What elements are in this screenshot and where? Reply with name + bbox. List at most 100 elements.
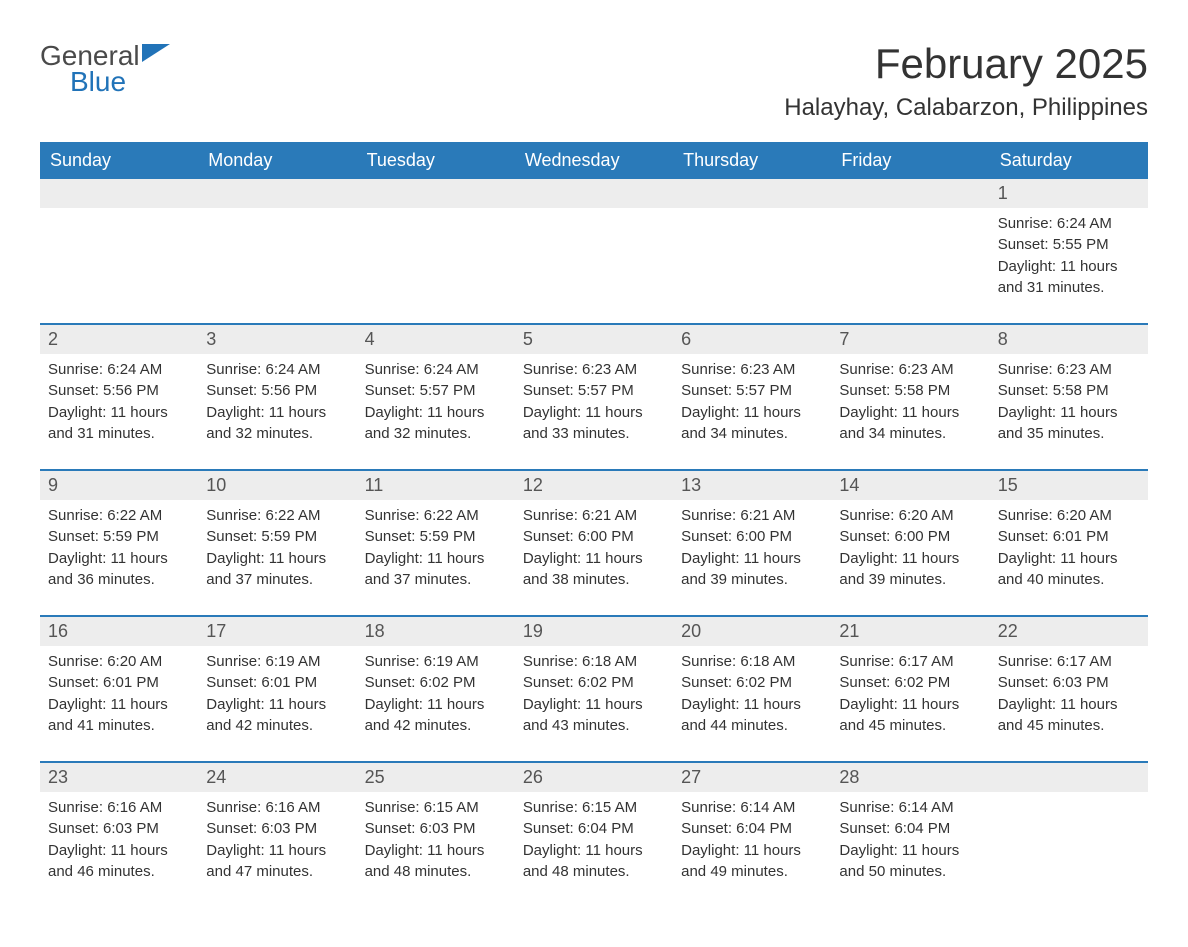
- day-content-cell: Sunrise: 6:16 AMSunset: 6:03 PMDaylight:…: [198, 792, 356, 907]
- day-number-cell: [673, 179, 831, 208]
- sunrise-text: Sunrise: 6:20 AM: [839, 506, 981, 526]
- sunrise-text: Sunrise: 6:15 AM: [365, 798, 507, 818]
- day-number-cell: 24: [198, 762, 356, 792]
- sunrise-text: Sunrise: 6:23 AM: [523, 360, 665, 380]
- sunrise-text: Sunrise: 6:21 AM: [681, 506, 823, 526]
- sunset-text: Sunset: 6:01 PM: [206, 673, 348, 693]
- day-number-cell: 22: [990, 616, 1148, 646]
- sunset-text: Sunset: 6:01 PM: [48, 673, 190, 693]
- sunrise-text: Sunrise: 6:16 AM: [48, 798, 190, 818]
- week-daynum-row: 2345678: [40, 324, 1148, 354]
- sunrise-text: Sunrise: 6:18 AM: [523, 652, 665, 672]
- sunrise-text: Sunrise: 6:18 AM: [681, 652, 823, 672]
- sunrise-text: Sunrise: 6:24 AM: [206, 360, 348, 380]
- sunset-text: Sunset: 6:04 PM: [523, 819, 665, 839]
- sunset-text: Sunset: 6:01 PM: [998, 527, 1140, 547]
- col-saturday: Saturday: [990, 142, 1148, 179]
- day-content-cell: [831, 208, 989, 324]
- day-content-cell: Sunrise: 6:17 AMSunset: 6:02 PMDaylight:…: [831, 646, 989, 762]
- day-content-cell: Sunrise: 6:23 AMSunset: 5:58 PMDaylight:…: [990, 354, 1148, 470]
- sunset-text: Sunset: 6:00 PM: [681, 527, 823, 547]
- sunset-text: Sunset: 6:03 PM: [48, 819, 190, 839]
- sunrise-text: Sunrise: 6:15 AM: [523, 798, 665, 818]
- day-content-cell: Sunrise: 6:20 AMSunset: 6:01 PMDaylight:…: [40, 646, 198, 762]
- day-content-cell: Sunrise: 6:23 AMSunset: 5:58 PMDaylight:…: [831, 354, 989, 470]
- daylight-text: Daylight: 11 hours: [365, 841, 507, 861]
- col-wednesday: Wednesday: [515, 142, 673, 179]
- daylight-text: Daylight: 11 hours: [523, 695, 665, 715]
- day-number-cell: 27: [673, 762, 831, 792]
- sunset-text: Sunset: 5:55 PM: [998, 235, 1140, 255]
- day-number-cell: 7: [831, 324, 989, 354]
- sunrise-text: Sunrise: 6:21 AM: [523, 506, 665, 526]
- sunrise-text: Sunrise: 6:23 AM: [998, 360, 1140, 380]
- day-number-cell: 2: [40, 324, 198, 354]
- day-content-cell: Sunrise: 6:24 AMSunset: 5:57 PMDaylight:…: [357, 354, 515, 470]
- day-content-cell: [515, 208, 673, 324]
- sunset-text: Sunset: 5:58 PM: [998, 381, 1140, 401]
- daylight-text: and 48 minutes.: [523, 862, 665, 882]
- daylight-text: Daylight: 11 hours: [681, 549, 823, 569]
- daylight-text: Daylight: 11 hours: [365, 695, 507, 715]
- day-content-cell: Sunrise: 6:15 AMSunset: 6:03 PMDaylight:…: [357, 792, 515, 907]
- daylight-text: and 45 minutes.: [998, 716, 1140, 736]
- sunrise-text: Sunrise: 6:22 AM: [48, 506, 190, 526]
- header: General Blue February 2025 Halayhay, Cal…: [40, 40, 1148, 122]
- day-number-cell: 18: [357, 616, 515, 646]
- sunset-text: Sunset: 6:00 PM: [839, 527, 981, 547]
- sunrise-text: Sunrise: 6:14 AM: [839, 798, 981, 818]
- daylight-text: Daylight: 11 hours: [523, 841, 665, 861]
- week-daynum-row: 16171819202122: [40, 616, 1148, 646]
- daylight-text: and 44 minutes.: [681, 716, 823, 736]
- day-number-cell: 4: [357, 324, 515, 354]
- daylight-text: Daylight: 11 hours: [998, 549, 1140, 569]
- sunrise-text: Sunrise: 6:22 AM: [206, 506, 348, 526]
- day-content-cell: Sunrise: 6:21 AMSunset: 6:00 PMDaylight:…: [673, 500, 831, 616]
- daylight-text: Daylight: 11 hours: [48, 403, 190, 423]
- day-content-cell: Sunrise: 6:19 AMSunset: 6:02 PMDaylight:…: [357, 646, 515, 762]
- day-number-cell: 13: [673, 470, 831, 500]
- sunset-text: Sunset: 6:03 PM: [998, 673, 1140, 693]
- day-number-cell: 1: [990, 179, 1148, 208]
- sunset-text: Sunset: 5:57 PM: [681, 381, 823, 401]
- daylight-text: and 39 minutes.: [681, 570, 823, 590]
- day-number-cell: [831, 179, 989, 208]
- day-number-cell: 19: [515, 616, 673, 646]
- day-number-cell: 16: [40, 616, 198, 646]
- daylight-text: and 46 minutes.: [48, 862, 190, 882]
- logo-flag-icon: [142, 44, 170, 62]
- week-content-row: Sunrise: 6:16 AMSunset: 6:03 PM Daylight:…: [40, 792, 1148, 907]
- day-number-cell: [40, 179, 198, 208]
- day-content-cell: Sunrise: 6:22 AMSunset: 5:59 PMDaylight:…: [40, 500, 198, 616]
- day-content-cell: Sunrise: 6:15 AMSunset: 6:04 PMDaylight:…: [515, 792, 673, 907]
- day-number-cell: 8: [990, 324, 1148, 354]
- daylight-text: Daylight: 11 hours: [206, 549, 348, 569]
- day-number-cell: 15: [990, 470, 1148, 500]
- calendar-body: 1 Sunrise: 6:24 AMSunset: 5:55 PMDayligh…: [40, 179, 1148, 907]
- daylight-text: Daylight: 11 hours: [998, 403, 1140, 423]
- week-content-row: Sunrise: 6:22 AMSunset: 5:59 PMDaylight:…: [40, 500, 1148, 616]
- daylight-text: and 33 minutes.: [523, 424, 665, 444]
- daylight-text: and 37 minutes.: [365, 570, 507, 590]
- day-number-cell: 14: [831, 470, 989, 500]
- daylight-text: Daylight: 11 hours: [998, 257, 1140, 277]
- sunrise-text: Sunrise: 6:17 AM: [839, 652, 981, 672]
- sunset-text: Sunset: 6:04 PM: [839, 819, 981, 839]
- sunset-text: Sunset: 6:02 PM: [839, 673, 981, 693]
- sunrise-text: Sunrise: 6:23 AM: [839, 360, 981, 380]
- week-daynum-row: 9101112131415: [40, 470, 1148, 500]
- daylight-text: Daylight: 11 hours: [839, 549, 981, 569]
- sunset-text: Sunset: 5:59 PM: [48, 527, 190, 547]
- day-number-cell: 10: [198, 470, 356, 500]
- month-title: February 2025: [784, 40, 1148, 88]
- sunrise-text: Sunrise: 6:14 AM: [681, 798, 823, 818]
- sunset-text: Sunset: 6:02 PM: [681, 673, 823, 693]
- day-content-cell: [198, 208, 356, 324]
- day-number-cell: [990, 762, 1148, 792]
- logo: General Blue: [40, 40, 170, 98]
- daylight-text: Daylight: 11 hours: [206, 695, 348, 715]
- sunset-text: Sunset: 6:04 PM: [681, 819, 823, 839]
- day-number-cell: 5: [515, 324, 673, 354]
- daylight-text: and 39 minutes.: [839, 570, 981, 590]
- day-number-cell: 23: [40, 762, 198, 792]
